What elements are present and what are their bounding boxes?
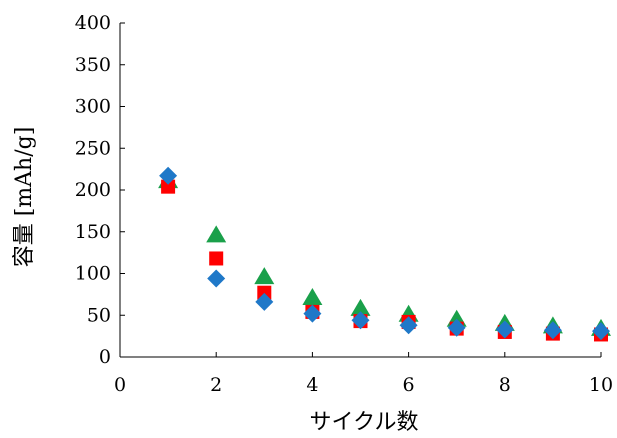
diamond-point: [255, 292, 274, 311]
triangle-point: [350, 298, 371, 316]
x-tick-label: 6: [403, 374, 415, 396]
tick-labels: 0 50 100 150 200 250 300 350 400 0 2 4 6 8 10: [75, 12, 613, 396]
series-triangle: [158, 171, 611, 336]
square-point: [209, 251, 224, 266]
y-tick-label: 350: [75, 54, 111, 76]
diamond-point: [592, 322, 610, 341]
x-tick-label: 0: [114, 374, 126, 396]
y-axis-title: 容量 [mAh/g]: [12, 127, 37, 268]
triangle-point: [254, 267, 275, 285]
series-diamond: [159, 166, 610, 341]
y-tick-label: 300: [75, 96, 111, 118]
x-axis-title: サイクル数: [310, 410, 419, 434]
diamond-point: [303, 304, 322, 323]
diamond-point: [543, 321, 562, 340]
diamond-point: [447, 318, 466, 337]
y-tick-label: 250: [75, 137, 111, 159]
diamond-point: [159, 166, 178, 185]
x-tick-label: 4: [306, 374, 318, 396]
y-tick-label: 0: [99, 346, 111, 368]
triangle-point: [302, 288, 323, 306]
y-tick-label: 200: [75, 179, 111, 201]
x-tick-label: 2: [210, 374, 222, 396]
square-point: [257, 285, 272, 300]
square-point: [161, 179, 176, 194]
diamond-point: [207, 269, 226, 288]
y-tick-label: 400: [75, 12, 111, 34]
x-tick-label: 8: [499, 374, 511, 396]
triangle-point: [206, 225, 227, 243]
diamond-point: [399, 316, 418, 335]
y-tick-label: 150: [75, 221, 111, 243]
axes: [119, 22, 602, 358]
data-points: [158, 166, 611, 342]
y-tick-label: 50: [87, 304, 111, 326]
diamond-point: [351, 311, 370, 330]
y-tick-label: 100: [75, 263, 111, 285]
x-tick-label: 10: [589, 374, 613, 396]
series-square: [161, 179, 608, 342]
diamond-point: [495, 320, 514, 339]
